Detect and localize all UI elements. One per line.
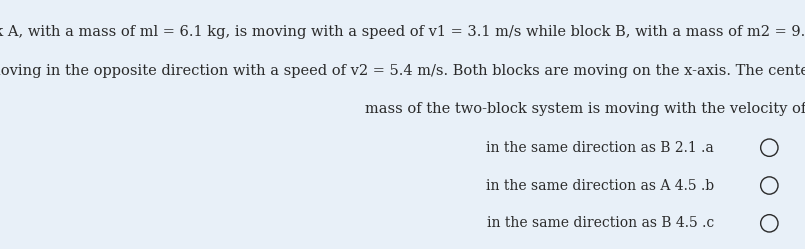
Text: in the same direction as B 2.1 .a: in the same direction as B 2.1 .a [486, 141, 714, 155]
Text: in the same direction as B 4.5 .c: in the same direction as B 4.5 .c [487, 216, 714, 230]
Text: in the same direction as A 4.5 .b: in the same direction as A 4.5 .b [486, 179, 714, 192]
Text: Block A, with a mass of ml = 6.1 kg, is moving with a speed of v1 = 3.1 m/s whil: Block A, with a mass of ml = 6.1 kg, is … [0, 25, 805, 39]
Text: mass of the two-block system is moving with the velocity of:: mass of the two-block system is moving w… [365, 102, 805, 116]
Text: is moving in the opposite direction with a speed of v2 = 5.4 m/s. Both blocks ar: is moving in the opposite direction with… [0, 64, 805, 78]
